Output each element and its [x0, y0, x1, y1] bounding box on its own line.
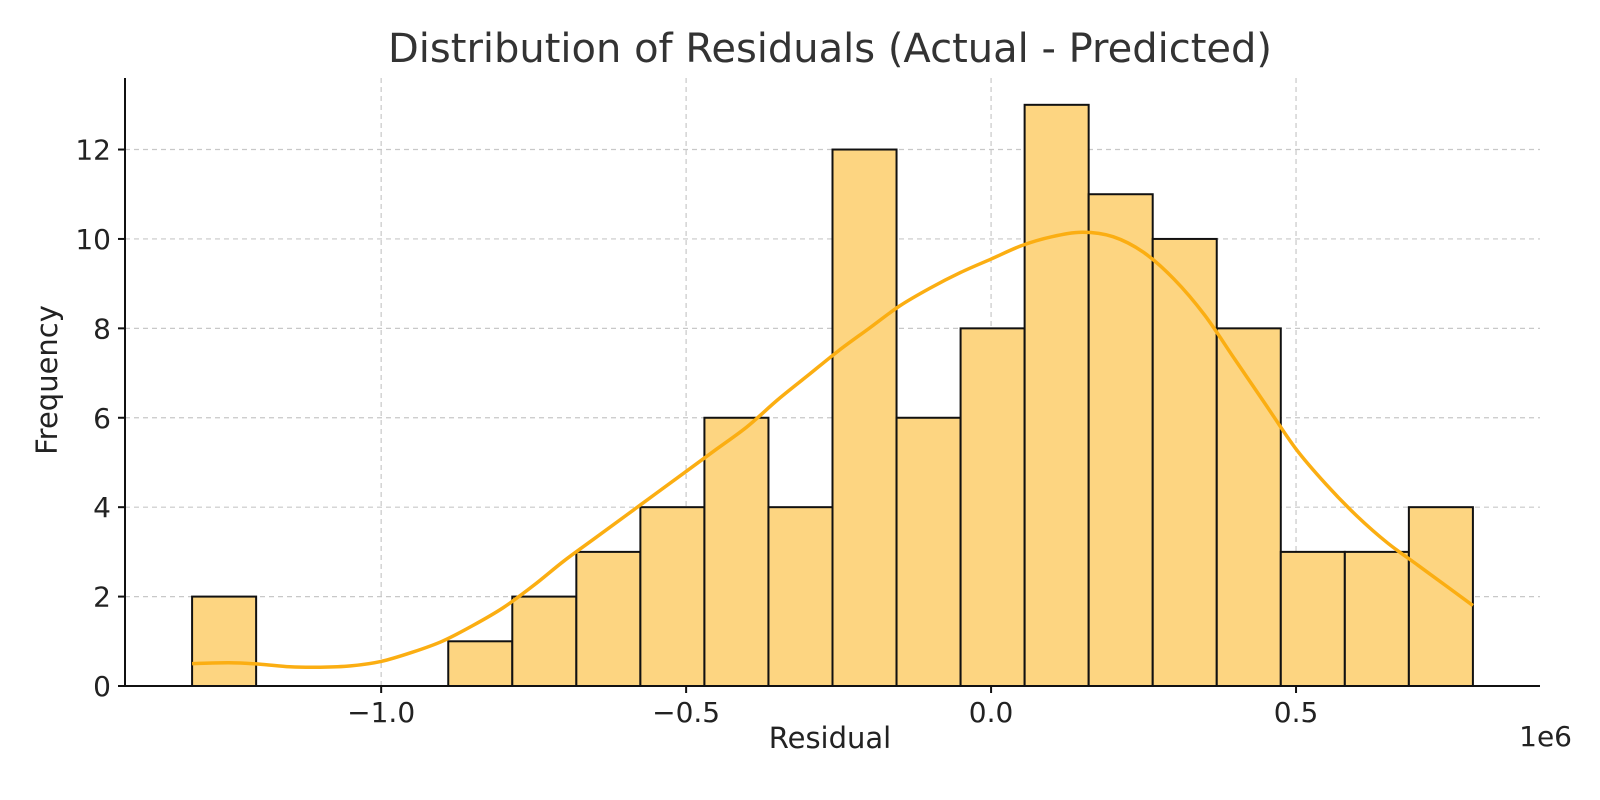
histogram-bar-11 — [895, 416, 962, 687]
histogram-bar-15 — [1151, 237, 1218, 688]
histogram-bar-5 — [511, 595, 578, 688]
x-tick-label-0: −1.0 — [347, 696, 415, 729]
kde-curve — [192, 230, 1474, 670]
histogram-bar-4 — [447, 640, 514, 688]
x-axis-offset-label: 1e6 — [1519, 720, 1572, 753]
x-tick-label-3: 0.5 — [1274, 696, 1319, 729]
histogram-bar-18 — [1343, 550, 1410, 687]
histogram-bar-17 — [1279, 550, 1346, 687]
histogram-bar-0 — [191, 595, 258, 688]
histogram-bar-10 — [831, 148, 898, 687]
y-tick-label-4: 8 — [93, 312, 111, 345]
y-tick-label-0: 0 — [93, 670, 111, 703]
y-tick-label-3: 6 — [93, 402, 111, 435]
y-tick-label-1: 2 — [93, 581, 111, 614]
y-axis-label: Frequency — [30, 305, 64, 455]
x-tick-label-2: 0.0 — [969, 696, 1014, 729]
histogram-bar-16 — [1215, 327, 1282, 687]
histogram-bar-14 — [1087, 193, 1154, 687]
histogram-bar-9 — [767, 506, 834, 688]
histogram-bars — [191, 103, 1474, 688]
histogram-bar-13 — [1023, 103, 1090, 687]
histogram-bar-12 — [959, 327, 1026, 687]
tick-labels: −1.0 −0.5 0.0 0.5 0 2 4 6 8 10 12 — [75, 134, 1318, 729]
histogram-bar-6 — [575, 550, 642, 687]
histogram-bar-8 — [703, 416, 770, 687]
histogram-bar-7 — [639, 506, 706, 688]
kde-curve-group — [192, 230, 1474, 670]
axes — [124, 78, 1540, 687]
y-tick-label-6: 12 — [75, 134, 111, 167]
chart-title: Distribution of Residuals (Actual - Pred… — [388, 26, 1272, 72]
y-tick-label-2: 4 — [93, 491, 111, 524]
y-tick-label-5: 10 — [75, 223, 111, 256]
x-axis-label: Residual — [769, 721, 891, 755]
x-tick-label-1: −0.5 — [652, 696, 720, 729]
